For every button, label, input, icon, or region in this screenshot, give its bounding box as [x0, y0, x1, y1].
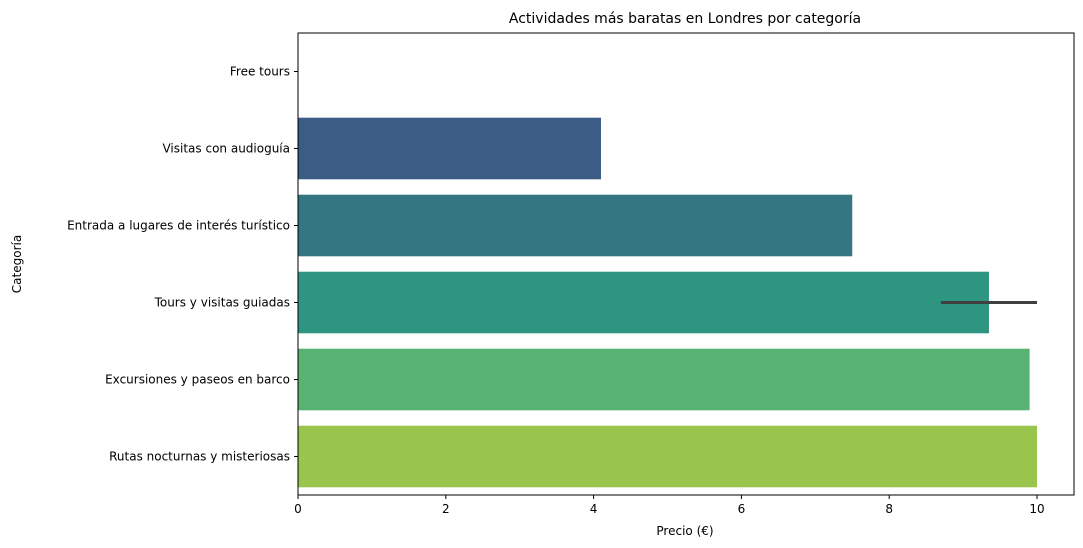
bar-6 [298, 425, 1037, 488]
y-axis-label: Categoría [10, 235, 24, 293]
y-tick-label: Rutas nocturnas y misteriosas [109, 450, 290, 464]
y-tick-label: Free tours [230, 65, 290, 79]
x-axis-label: Precio (€) [656, 524, 713, 538]
x-tick-label: 8 [885, 502, 893, 516]
plot-frame [297, 32, 1075, 496]
bar-2 [298, 117, 601, 180]
x-tick-label: 2 [442, 502, 450, 516]
chart-title: Actividades más baratas en Londres por c… [509, 11, 861, 27]
y-tick-label: Excursiones y paseos en barco [105, 373, 290, 387]
bar-4 [298, 271, 989, 334]
y-tick-label: Tours y visitas guiadas [154, 296, 290, 310]
bars-group [298, 117, 1037, 488]
y-tick-label: Visitas con audioguía [162, 142, 290, 156]
bar-5 [298, 348, 1030, 411]
x-tick-label: 6 [738, 502, 746, 516]
x-tick-label: 10 [1029, 502, 1044, 516]
y-axis-ticks: Free tours Visitas con audioguía Entrada a… [67, 65, 298, 464]
x-tick-label: 0 [294, 502, 302, 516]
x-axis-ticks: 0 2 4 6 8 10 [294, 495, 1045, 516]
y-tick-label: Entrada a lugares de interés turístico [67, 219, 290, 233]
bar-3 [298, 194, 853, 257]
x-tick-label: 4 [590, 502, 598, 516]
